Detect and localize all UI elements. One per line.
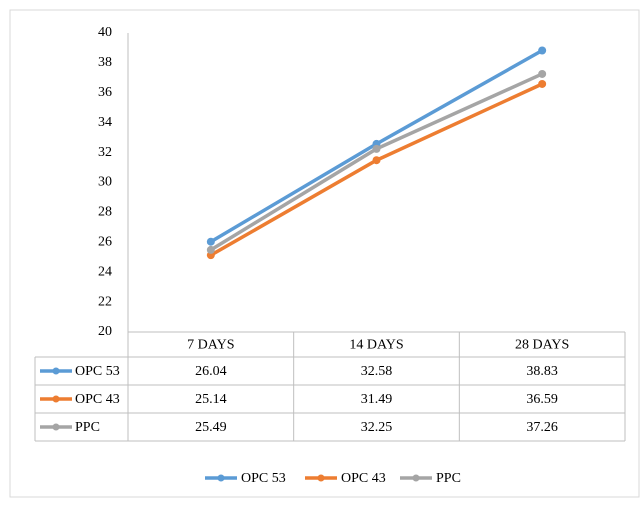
x-tick-label: 7 DAYS xyxy=(187,338,234,353)
table-value: 32.58 xyxy=(361,364,393,379)
table-value: 26.04 xyxy=(195,364,227,379)
legend-marker xyxy=(412,474,420,482)
data-point xyxy=(206,245,215,254)
legend-marker xyxy=(217,474,225,482)
legend-key-marker xyxy=(52,423,60,431)
x-tick-label: 28 DAYS xyxy=(515,338,569,353)
data-point xyxy=(206,237,215,246)
y-tick-label: 34 xyxy=(98,115,112,130)
legend-marker xyxy=(317,474,325,482)
data-point xyxy=(538,69,547,78)
legend-key-marker xyxy=(52,395,60,403)
x-tick-label: 14 DAYS xyxy=(349,338,403,353)
table-value: 25.14 xyxy=(195,392,227,407)
chart-frame xyxy=(9,9,640,498)
y-tick-label: 22 xyxy=(98,294,112,309)
legend-label: PPC xyxy=(436,471,461,486)
row-label: OPC 53 xyxy=(75,364,120,379)
data-point xyxy=(538,79,547,88)
y-tick-label: 30 xyxy=(98,175,112,190)
y-tick-label: 36 xyxy=(98,85,112,100)
legend-label: OPC 43 xyxy=(341,471,386,486)
data-point xyxy=(538,46,547,55)
table-value: 31.49 xyxy=(361,392,393,407)
table-value: 36.59 xyxy=(526,392,558,407)
y-tick-label: 40 xyxy=(98,25,112,40)
table-value: 38.83 xyxy=(526,364,558,379)
y-tick-label: 26 xyxy=(98,235,112,250)
row-label: OPC 43 xyxy=(75,392,120,407)
legend-key-marker xyxy=(52,367,60,375)
table-value: 25.49 xyxy=(195,420,227,435)
data-point xyxy=(372,144,381,153)
legend-label: OPC 53 xyxy=(241,471,286,486)
row-label: PPC xyxy=(75,420,100,435)
y-tick-label: 28 xyxy=(98,205,112,220)
table-value: 37.26 xyxy=(526,420,558,435)
y-tick-label: 32 xyxy=(98,145,112,160)
y-tick-label: 24 xyxy=(98,264,112,279)
y-tick-label: 20 xyxy=(98,324,112,339)
table-value: 32.25 xyxy=(361,420,393,435)
data-point xyxy=(372,156,381,165)
y-tick-label: 38 xyxy=(98,55,112,70)
